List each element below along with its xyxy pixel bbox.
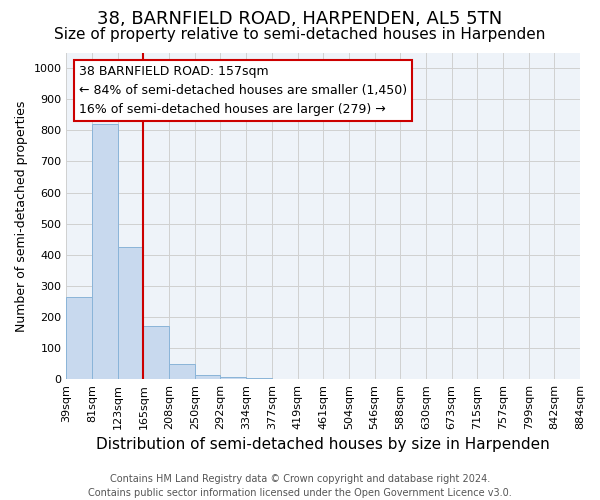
Bar: [220, 377, 246, 379]
Y-axis label: Number of semi-detached properties: Number of semi-detached properties: [15, 100, 28, 332]
Bar: [195, 375, 220, 379]
Bar: [246, 378, 272, 379]
Bar: [92, 124, 118, 379]
Bar: [67, 296, 92, 379]
X-axis label: Distribution of semi-detached houses by size in Harpenden: Distribution of semi-detached houses by …: [97, 438, 550, 452]
Text: Size of property relative to semi-detached houses in Harpenden: Size of property relative to semi-detach…: [55, 28, 545, 42]
Bar: [169, 364, 195, 379]
Bar: [143, 326, 169, 379]
Text: 38, BARNFIELD ROAD, HARPENDEN, AL5 5TN: 38, BARNFIELD ROAD, HARPENDEN, AL5 5TN: [97, 10, 503, 28]
Bar: [118, 247, 143, 379]
Text: 38 BARNFIELD ROAD: 157sqm
← 84% of semi-detached houses are smaller (1,450)
16% : 38 BARNFIELD ROAD: 157sqm ← 84% of semi-…: [79, 65, 407, 116]
Text: Contains HM Land Registry data © Crown copyright and database right 2024.
Contai: Contains HM Land Registry data © Crown c…: [88, 474, 512, 498]
